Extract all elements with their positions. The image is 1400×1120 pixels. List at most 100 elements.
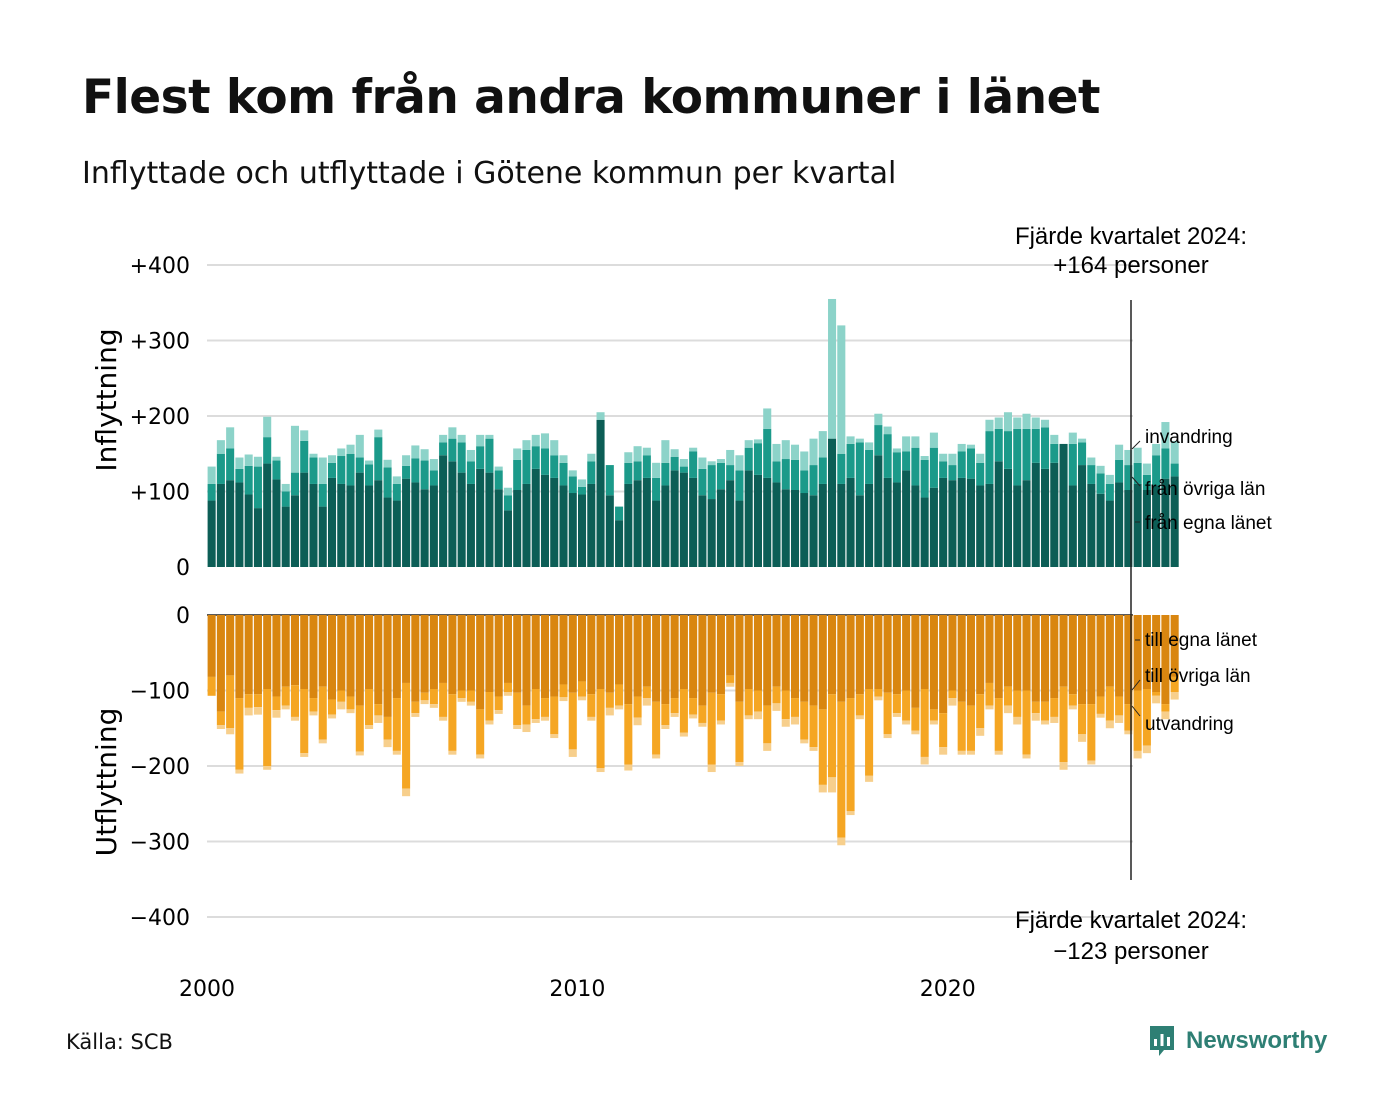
newsworthy-logo: Newsworthy: [1148, 1024, 1327, 1058]
bar-inflow-other: [559, 462, 568, 486]
bar-inflow-other: [790, 459, 800, 490]
y-tick-bottom: −200: [130, 755, 190, 780]
bar-outflow-other: [411, 701, 420, 714]
bar-inflow-immigration: [707, 461, 716, 466]
bar-outflow-emigration: [1003, 705, 1013, 714]
bar-outflow-local: [411, 615, 420, 702]
bar-inflow-immigration: [439, 434, 448, 443]
bar-outflow-emigration: [1133, 750, 1142, 759]
bar-inflow-local: [735, 500, 744, 567]
bar-outflow-emigration: [1105, 720, 1114, 729]
bar-outflow-other: [309, 698, 318, 712]
bar-outflow-local: [235, 615, 244, 699]
bar-inflow-other: [207, 483, 216, 501]
bar-inflow-other: [670, 456, 679, 471]
bar-outflow-other: [253, 694, 262, 708]
bar-outflow-emigration: [1050, 716, 1059, 723]
bar-outflow-emigration: [355, 751, 364, 756]
bar-outflow-emigration: [948, 698, 957, 706]
bar-inflow-other: [429, 470, 438, 486]
bar-inflow-other: [726, 465, 735, 481]
bar-outflow-local: [837, 615, 846, 702]
bar-inflow-immigration: [1078, 438, 1087, 443]
bar-outflow-other: [503, 682, 512, 693]
bar-outflow-local: [244, 615, 253, 695]
bar-outflow-other: [1068, 694, 1077, 706]
bar-outflow-local: [513, 615, 522, 693]
bar-inflow-immigration: [726, 449, 735, 466]
bar-outflow-other: [281, 686, 290, 706]
bar-inflow-other: [1022, 428, 1031, 481]
bar-outflow-local: [1003, 615, 1013, 687]
bar-inflow-other: [1142, 474, 1151, 490]
bar-outflow-local: [772, 615, 781, 687]
bar-outflow-other: [1115, 696, 1124, 716]
bar-inflow-local: [272, 479, 281, 567]
bar-outflow-local: [402, 615, 411, 683]
bar-inflow-immigration: [1031, 417, 1040, 429]
bar-outflow-emigration: [1152, 695, 1161, 704]
bar-outflow-other: [726, 675, 735, 683]
bar-inflow-local: [661, 485, 670, 567]
bar-inflow-other: [661, 462, 670, 486]
bar-outflow-local: [846, 615, 855, 699]
legend-leader-till-ovriga-lan: [1131, 679, 1141, 691]
bar-inflow-local: [429, 485, 438, 567]
bar-outflow-local: [652, 615, 661, 702]
bar-outflow-other: [263, 688, 272, 766]
bar-outflow-emigration: [1022, 754, 1031, 759]
bar-inflow-local: [587, 483, 596, 567]
bar-inflow-immigration: [235, 457, 244, 469]
bar-outflow-emigration: [1142, 745, 1151, 754]
bar-outflow-other: [226, 675, 235, 729]
bar-outflow-local: [392, 615, 401, 699]
bar-inflow-local: [281, 506, 290, 567]
grid-bottom: [207, 614, 1133, 918]
bar-inflow-other: [772, 461, 781, 483]
bar-outflow-emigration: [1059, 762, 1068, 770]
bar-outflow-local: [1041, 615, 1050, 702]
y-tick-top: +300: [130, 330, 190, 355]
annotation-bottom-line1: Fjärde kvartalet 2024:: [1015, 907, 1247, 934]
bar-outflow-other: [874, 688, 883, 697]
bar-inflow-immigration: [244, 454, 253, 466]
bar-inflow-other: [531, 446, 540, 469]
bar-outflow-local: [818, 615, 827, 710]
bar-inflow-local: [244, 494, 253, 567]
bar-outflow-emigration: [281, 705, 290, 710]
bar-outflow-other: [892, 694, 901, 714]
bar-inflow-other: [587, 461, 596, 484]
bar-inflow-other: [216, 453, 225, 484]
bar-outflow-emigration: [411, 713, 420, 717]
bar-inflow-local: [1142, 489, 1151, 567]
bar-outflow-emigration: [272, 710, 281, 718]
bar-inflow-immigration: [327, 455, 337, 463]
bar-outflow-local: [559, 615, 568, 685]
bar-outflow-local: [226, 615, 235, 676]
bar-inflow-other: [402, 465, 411, 479]
bar-inflow-local: [263, 463, 272, 567]
bar-inflow-other: [883, 434, 892, 478]
bar-outflow-local: [716, 615, 725, 695]
bar-outflow-emigration: [1170, 692, 1179, 700]
bar-outflow-emigration: [365, 725, 374, 730]
bar-inflow-other: [365, 464, 374, 486]
bar-inflow-local: [790, 489, 800, 567]
bar-inflow-local: [846, 477, 855, 567]
bar-inflow-other: [1041, 427, 1050, 469]
bar-inflow-immigration: [976, 453, 985, 463]
bar-inflow-local: [698, 495, 707, 567]
bar-inflow-immigration: [318, 457, 327, 484]
bar-outflow-other: [365, 688, 374, 726]
bar-outflow-emigration: [327, 714, 337, 719]
bar-inflow-other: [235, 468, 244, 483]
bar-outflow-local: [568, 615, 577, 693]
bar-inflow-immigration: [624, 452, 633, 463]
bar-inflow-local: [763, 477, 772, 567]
legend-label-fran-egna-lanet: från egna länet: [1145, 513, 1272, 534]
bar-outflow-local: [253, 615, 262, 695]
bar-outflow-emigration: [429, 704, 438, 708]
bar-outflow-other: [244, 694, 253, 708]
bar-outflow-local: [281, 615, 290, 687]
bar-outflow-emigration: [735, 762, 744, 766]
